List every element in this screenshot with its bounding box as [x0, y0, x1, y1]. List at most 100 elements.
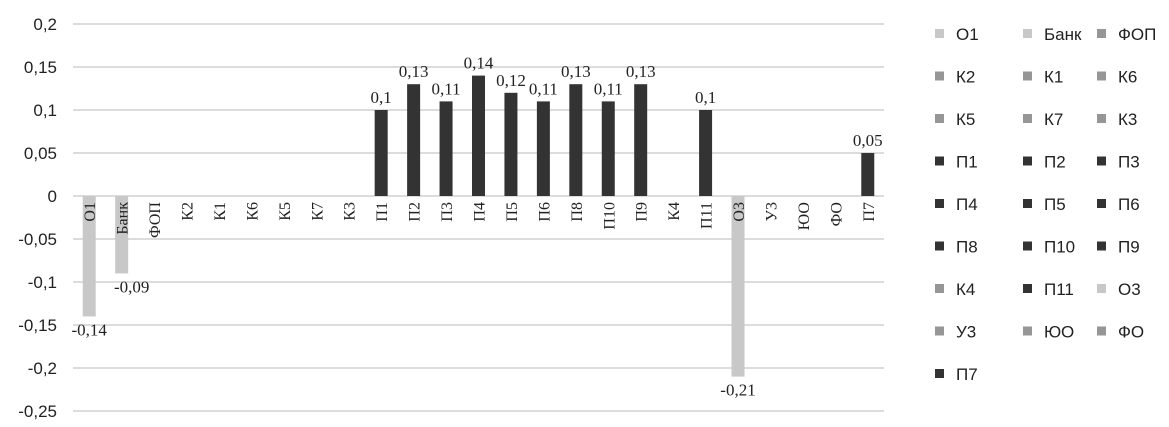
bar-О3: [731, 196, 745, 377]
legend-label: П1: [956, 153, 978, 172]
data-label: 0,1: [371, 88, 392, 107]
legend-label: П11: [1044, 280, 1074, 299]
bar-П5: [504, 92, 518, 196]
legend-label: К2: [956, 68, 975, 87]
y-tick-label: -0,1: [28, 273, 57, 292]
bar-П4: [472, 75, 485, 196]
bar-П2: [407, 84, 421, 196]
legend-swatch: [1097, 156, 1106, 166]
x-tick-label: К1: [212, 202, 229, 221]
legend-swatch: [1097, 326, 1106, 336]
legend-label: К6: [1118, 68, 1137, 87]
bar-П3: [439, 101, 453, 196]
bar-П7: [861, 153, 875, 196]
y-tick-label: 0,2: [33, 15, 57, 34]
bar-П11: [699, 110, 713, 196]
data-label: 0,13: [626, 62, 656, 81]
data-label: 0,13: [561, 62, 591, 81]
x-tick-label: П2: [407, 202, 424, 222]
legend-label: К4: [956, 280, 975, 299]
legend-label: П8: [956, 238, 978, 257]
legend-swatch: [935, 71, 944, 81]
legend-label: ФО: [1118, 323, 1144, 342]
legend: О1 Банк ФОП К2 К1 К6 К5 К7 К3 П1 П2 П3 П4 П5 П6 П8 П10 П9…: [935, 25, 1156, 384]
legend-label: П5: [1044, 195, 1066, 214]
legend-swatch: [1097, 29, 1106, 38]
y-tick-label: -0,25: [18, 402, 57, 421]
legend-swatch: [1097, 199, 1106, 208]
legend-swatch: [935, 326, 944, 336]
data-label: -0,14: [72, 320, 108, 339]
data-label: 0,11: [529, 79, 558, 98]
legend-label: П7: [956, 365, 978, 384]
legend-label: П6: [1118, 195, 1140, 214]
bar-Банк: [115, 196, 129, 274]
x-tick-label: П5: [504, 202, 521, 222]
legend-swatch: [1023, 199, 1032, 208]
bars: [82, 75, 875, 377]
y-tick-label: 0: [48, 187, 57, 206]
legend-swatch: [1023, 29, 1032, 38]
legend-label: ФОП: [1118, 25, 1156, 44]
x-tick-label: П10: [601, 202, 618, 230]
legend-label: К1: [1044, 68, 1063, 87]
legend-swatch: [1097, 284, 1106, 293]
y-tick-label: 0,15: [24, 58, 57, 77]
legend-label: П9: [1118, 238, 1140, 257]
x-tick-label: К7: [309, 202, 326, 221]
data-label: -0,09: [114, 277, 149, 296]
x-tick-label: П1: [374, 202, 391, 222]
legend-swatch: [935, 29, 944, 38]
legend-label: Банк: [1044, 25, 1082, 44]
legend-label: П4: [956, 195, 978, 214]
data-label: 0,11: [431, 79, 460, 98]
legend-swatch: [1023, 156, 1032, 166]
data-label: 0,13: [399, 62, 429, 81]
data-labels: -0,14-0,090,10,130,110,140,12 0,110,130,1…: [72, 54, 883, 400]
x-tick-label: П8: [569, 202, 586, 222]
legend-swatch: [1023, 241, 1032, 251]
legend-swatch: [1023, 284, 1032, 293]
bar-П1: [374, 110, 388, 196]
legend-label: К3: [1118, 110, 1137, 129]
legend-swatch: [935, 156, 944, 166]
data-label: 0,14: [464, 54, 494, 73]
y-tick-label: -0,05: [18, 230, 57, 249]
x-tick-label: П4: [472, 202, 489, 222]
x-tick-label: К4: [666, 202, 683, 221]
x-tick-label: ЮО: [796, 202, 813, 230]
data-label: 0,1: [695, 88, 716, 107]
x-tick-label: К3: [342, 202, 359, 221]
x-tick-label: П3: [439, 202, 456, 222]
bar-О1: [82, 196, 96, 317]
x-tick-label: К5: [277, 202, 294, 221]
x-tick-label: П11: [699, 202, 716, 229]
data-label: 0,11: [594, 79, 623, 98]
x-tick-label: ФОП: [147, 202, 164, 238]
x-tick-label: П6: [536, 202, 553, 222]
y-tick-label: -0,2: [28, 359, 57, 378]
legend-label: П3: [1118, 153, 1140, 172]
x-tick-label: О1: [82, 202, 99, 222]
legend-swatch: [1023, 326, 1032, 336]
x-tick-label: П9: [634, 202, 651, 222]
legend-label: К7: [1044, 110, 1063, 129]
bar-П8: [569, 84, 583, 196]
x-tick-label: ФО: [828, 202, 845, 226]
legend-swatch: [935, 199, 944, 208]
x-tick-label: У3: [763, 202, 780, 221]
x-tick-label: К2: [180, 202, 197, 221]
legend-label: П2: [1044, 153, 1066, 172]
legend-label: О3: [1118, 280, 1141, 299]
x-tick-label: К6: [244, 202, 261, 221]
x-axis-ticks: О1 Банк ФОП К2 К1 К6 К5 К7 К3 П1 П2 П3 П4 П5 П6 П8 П10 П9…: [82, 202, 878, 238]
y-tick-label: -0,15: [18, 316, 57, 335]
bar-П6: [536, 101, 550, 196]
legend-label: П10: [1044, 238, 1075, 257]
legend-label: О1: [956, 25, 979, 44]
data-label: 0,05: [853, 131, 883, 150]
legend-label: ЮО: [1044, 323, 1074, 342]
legend-label: У3: [956, 323, 976, 342]
data-label: -0,21: [720, 381, 755, 400]
